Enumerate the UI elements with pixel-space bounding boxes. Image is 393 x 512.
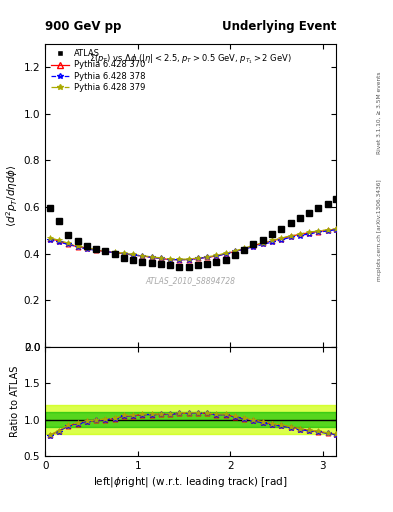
Bar xyxy=(45,405,336,434)
Bar xyxy=(45,412,336,427)
Legend: ATLAS, Pythia 6.428 370, Pythia 6.428 378, Pythia 6.428 379: ATLAS, Pythia 6.428 370, Pythia 6.428 37… xyxy=(50,48,147,93)
Text: Underlying Event: Underlying Event xyxy=(222,20,336,33)
Y-axis label: Ratio to ATLAS: Ratio to ATLAS xyxy=(9,366,20,437)
Text: $\Sigma(p_T)$ vs $\Delta\phi$ ($|\eta| < 2.5$, $p_T > 0.5$ GeV, $p_{T_1} > 2$ Ge: $\Sigma(p_T)$ vs $\Delta\phi$ ($|\eta| <… xyxy=(89,53,292,66)
Text: Rivet 3.1.10, ≥ 3.5M events: Rivet 3.1.10, ≥ 3.5M events xyxy=(377,71,382,154)
Text: 900 GeV pp: 900 GeV pp xyxy=(45,20,121,33)
Text: ATLAS_2010_S8894728: ATLAS_2010_S8894728 xyxy=(145,276,236,285)
X-axis label: left$|\phi$right$|$ (w.r.t. leading track) [rad]: left$|\phi$right$|$ (w.r.t. leading trac… xyxy=(94,475,288,489)
Y-axis label: $\langle d^2 p_T / d\eta d\phi \rangle$: $\langle d^2 p_T / d\eta d\phi \rangle$ xyxy=(4,164,20,227)
Text: mcplots.cern.ch [arXiv:1306.3436]: mcplots.cern.ch [arXiv:1306.3436] xyxy=(377,180,382,281)
